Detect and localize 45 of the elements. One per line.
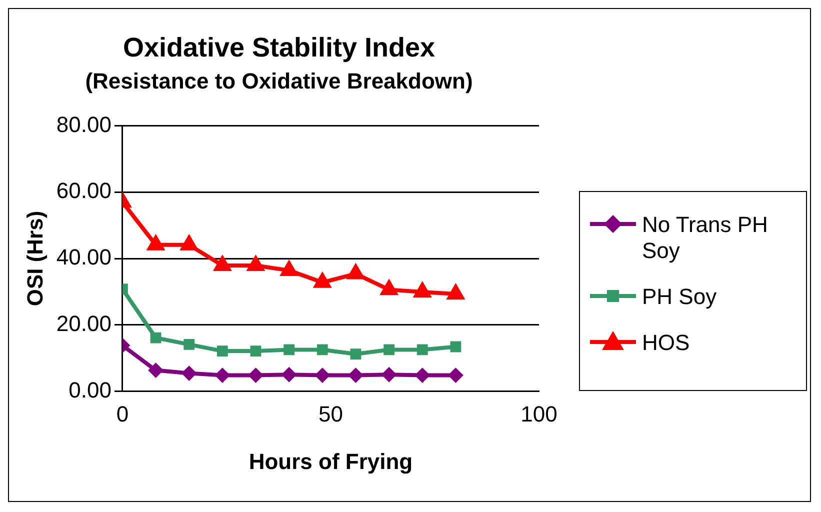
point [382, 367, 397, 382]
point [414, 368, 430, 383]
point [384, 344, 394, 356]
y-tick-label: 0.00 [68, 377, 112, 402]
chart-title: Oxidative Stability Index [122, 32, 436, 63]
legend-label: No Trans PH Soy [642, 212, 769, 264]
point [282, 367, 297, 382]
x-tick-label: 100 [520, 401, 558, 426]
point [180, 234, 198, 250]
y-tick-label: 60.00 [56, 178, 112, 204]
chart-subtitle: (Resistance to Oxidative Breakdown) [85, 68, 473, 94]
point [314, 368, 330, 383]
x-tick-label: 0 [116, 401, 129, 426]
point [313, 272, 332, 288]
point [350, 348, 362, 360]
point [446, 284, 465, 300]
point [148, 362, 164, 378]
point [250, 346, 262, 357]
y-axis-title: OSI (Hrs) [22, 210, 48, 306]
point [182, 366, 197, 381]
point [346, 263, 365, 280]
point [284, 344, 295, 356]
x-tick-label: 50 [318, 401, 343, 426]
point [184, 338, 195, 350]
point [416, 344, 428, 356]
point [380, 279, 398, 296]
y-tick-label: 80.00 [56, 112, 112, 137]
point [448, 368, 464, 383]
point [246, 254, 265, 271]
point [214, 368, 230, 383]
point [316, 344, 328, 356]
point [216, 346, 228, 357]
point [213, 254, 232, 271]
x-axis-title: Hours of Frying [248, 448, 413, 474]
y-tick-label: 20.00 [56, 310, 112, 336]
y-tick-label: 40.00 [56, 244, 112, 270]
point [450, 341, 462, 352]
point [413, 282, 432, 298]
point [150, 332, 162, 344]
point [280, 260, 298, 276]
legend-label: PH Soy [642, 284, 717, 310]
legend-label: HOS [642, 330, 690, 356]
point [146, 234, 165, 250]
point [248, 368, 264, 383]
point [348, 368, 364, 383]
